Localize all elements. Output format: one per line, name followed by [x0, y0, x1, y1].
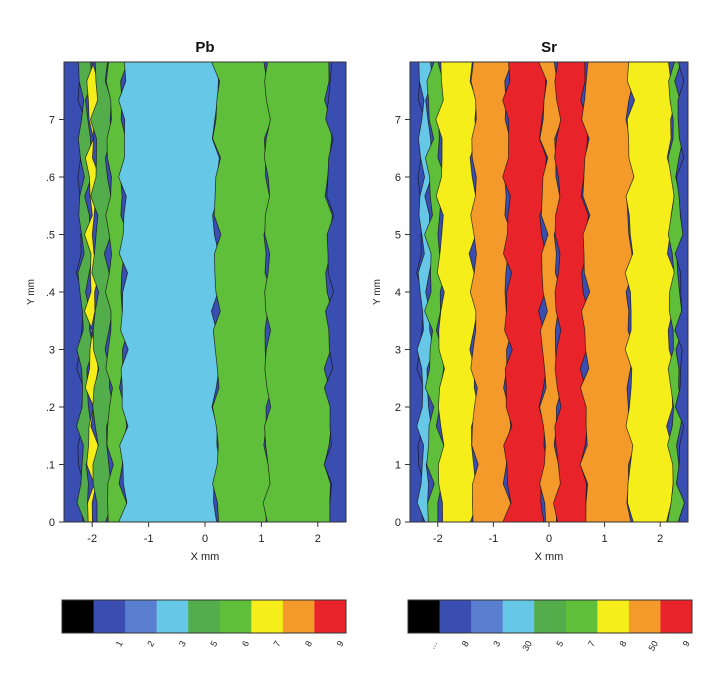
y-tick-label: .2	[46, 402, 55, 414]
legend-label: 8	[617, 639, 628, 648]
color-legend: 1 2 3 5 6 7 8 9	[61, 599, 347, 648]
y-tick-label: 6	[395, 172, 401, 184]
y-tick-label: 2	[395, 402, 401, 414]
legend-label: 5	[554, 639, 565, 648]
x-tick-label: 2	[657, 533, 663, 545]
x-tick-label: 2	[315, 533, 321, 545]
x-axis-label: X mm	[535, 551, 564, 563]
map-band	[553, 62, 590, 522]
y-tick-label: 7	[395, 115, 401, 127]
map-band	[410, 62, 427, 522]
map-bands	[410, 62, 688, 522]
map-band	[579, 62, 636, 522]
legend-swatch	[502, 600, 535, 633]
legend-swatch	[93, 600, 126, 633]
x-axis-label: X mm	[191, 551, 220, 563]
map-bands	[64, 62, 346, 522]
color-legend: ... 8 3 30 5 7 8 50 9	[407, 599, 693, 653]
chart-title: Pb	[195, 39, 214, 56]
legend-frame	[61, 599, 347, 634]
legend-label: 7	[271, 639, 282, 648]
legend-label: 1	[114, 639, 125, 648]
y-tick-label: 0	[49, 517, 55, 529]
legend-swatch	[219, 600, 252, 633]
map-band	[469, 62, 513, 522]
map-band	[262, 62, 334, 522]
legend-label: 7	[586, 639, 597, 648]
legend-label: 2	[145, 639, 156, 648]
map-band	[89, 62, 114, 522]
y-axis-label: Y mm	[372, 279, 383, 305]
legend-swatch	[156, 600, 189, 633]
map-band	[435, 62, 479, 522]
y-tick-label: 3	[395, 345, 401, 357]
y-axis-label: Y mm	[26, 279, 37, 305]
legend-swatch	[439, 600, 472, 633]
y-tick-label: .1	[46, 460, 55, 472]
legend-swatch	[251, 600, 284, 633]
y-tick-label: 4	[395, 287, 401, 299]
y-tick-label: .6	[46, 172, 55, 184]
y-tick-label: 3	[49, 345, 55, 357]
legend-swatch	[188, 600, 221, 633]
map-band	[211, 62, 273, 522]
map-band	[624, 62, 677, 522]
legend-swatch	[597, 600, 630, 633]
x-tick-label: -2	[433, 533, 443, 545]
y-tick-label: 7	[49, 115, 55, 127]
chart-title: Sr	[541, 39, 557, 56]
y-tick-label: .5	[46, 230, 55, 242]
x-tick-label: -2	[87, 533, 97, 545]
legend-swatch	[471, 600, 504, 633]
legend-label: 8	[303, 639, 314, 648]
map-band	[502, 62, 548, 522]
map-band	[64, 62, 86, 522]
legend-swatch	[660, 600, 693, 633]
legend-swatch	[282, 600, 315, 633]
map-band	[118, 62, 221, 522]
x-tick-label: 0	[202, 533, 208, 545]
legend-swatch	[125, 600, 158, 633]
legend-swatch	[534, 600, 567, 633]
legend-label: 6	[240, 639, 251, 648]
y-tick-label: 5	[395, 230, 401, 242]
legend-swatch	[62, 600, 95, 633]
y-tick-label: 0	[395, 517, 401, 529]
legend-label: ...	[427, 639, 439, 651]
legend-swatch	[314, 600, 347, 633]
chart-0: Pb -2 -1 0 1 2 X mm 0 .1 .2 3 .4 .5 .6 7 Y mm 1 2 3 5 6 7 8 9	[26, 39, 347, 648]
map-band	[323, 62, 346, 522]
legend-label: 3	[491, 639, 502, 648]
legend-label: 50	[647, 639, 661, 653]
legend-label: 5	[208, 639, 219, 648]
legend-swatch	[628, 600, 661, 633]
legend-label: 3	[177, 639, 188, 648]
legend-label: 30	[520, 639, 534, 653]
legend-label: 9	[681, 639, 692, 648]
x-tick-label: 1	[258, 533, 264, 545]
x-tick-label: 0	[546, 533, 552, 545]
x-tick-label: -1	[144, 533, 154, 545]
legend-swatch	[408, 600, 441, 633]
map-band	[674, 62, 688, 522]
x-tick-label: 1	[602, 533, 608, 545]
legend-frame	[407, 599, 693, 634]
legend-swatch	[565, 600, 598, 633]
x-tick-label: -1	[489, 533, 499, 545]
y-tick-label: .4	[46, 287, 55, 299]
legend-label: 9	[335, 639, 346, 648]
y-tick-label: 1	[395, 460, 401, 472]
legend-label: 8	[460, 639, 471, 648]
